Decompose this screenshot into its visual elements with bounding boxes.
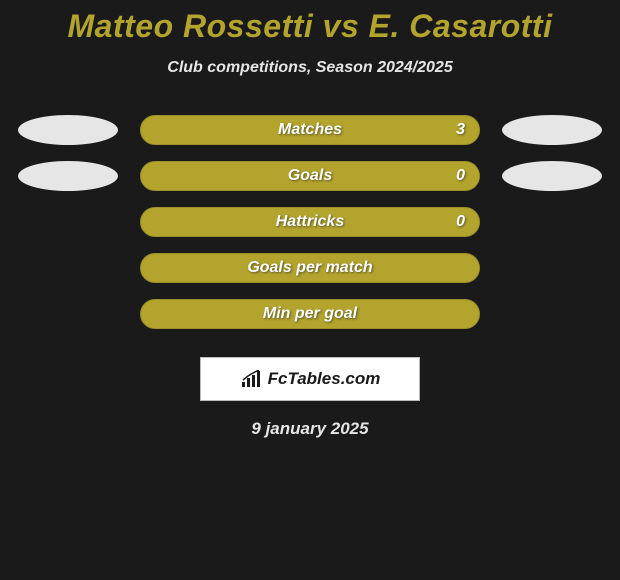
ellipse-spacer	[502, 207, 602, 237]
ellipse-spacer	[18, 299, 118, 329]
stat-value: 3	[456, 121, 465, 139]
stat-label: Hattricks	[276, 213, 344, 231]
stat-row: Goals per match	[0, 253, 620, 283]
logo-box[interactable]: FcTables.com	[200, 357, 420, 401]
chart-icon	[240, 370, 262, 388]
stat-row: Goals 0	[0, 161, 620, 191]
date-text: 9 january 2025	[0, 419, 620, 439]
stat-value: 0	[456, 167, 465, 185]
player-ellipse-right	[502, 161, 602, 191]
ellipse-spacer	[18, 253, 118, 283]
player-ellipse-right	[502, 115, 602, 145]
ellipse-spacer	[502, 253, 602, 283]
ellipse-spacer	[502, 299, 602, 329]
stat-label: Goals	[288, 167, 332, 185]
stats-list: Matches 3 Goals 0 Hattricks 0 Goals per match M…	[0, 115, 620, 329]
stat-label: Goals per match	[247, 259, 372, 277]
player-ellipse-left	[18, 115, 118, 145]
stats-container: Matteo Rossetti vs E. Casarotti Club com…	[0, 0, 620, 580]
stat-bar: Min per goal	[140, 299, 480, 329]
ellipse-spacer	[18, 207, 118, 237]
logo-text: FcTables.com	[268, 369, 381, 389]
stat-bar: Hattricks 0	[140, 207, 480, 237]
page-title: Matteo Rossetti vs E. Casarotti	[0, 8, 620, 45]
stat-row: Hattricks 0	[0, 207, 620, 237]
subtitle: Club competitions, Season 2024/2025	[0, 59, 620, 77]
stat-row: Min per goal	[0, 299, 620, 329]
player-ellipse-left	[18, 161, 118, 191]
stat-row: Matches 3	[0, 115, 620, 145]
stat-bar: Matches 3	[140, 115, 480, 145]
stat-value: 0	[456, 213, 465, 231]
stat-bar: Goals per match	[140, 253, 480, 283]
stat-bar: Goals 0	[140, 161, 480, 191]
stat-label: Min per goal	[263, 305, 357, 323]
stat-label: Matches	[278, 121, 342, 139]
